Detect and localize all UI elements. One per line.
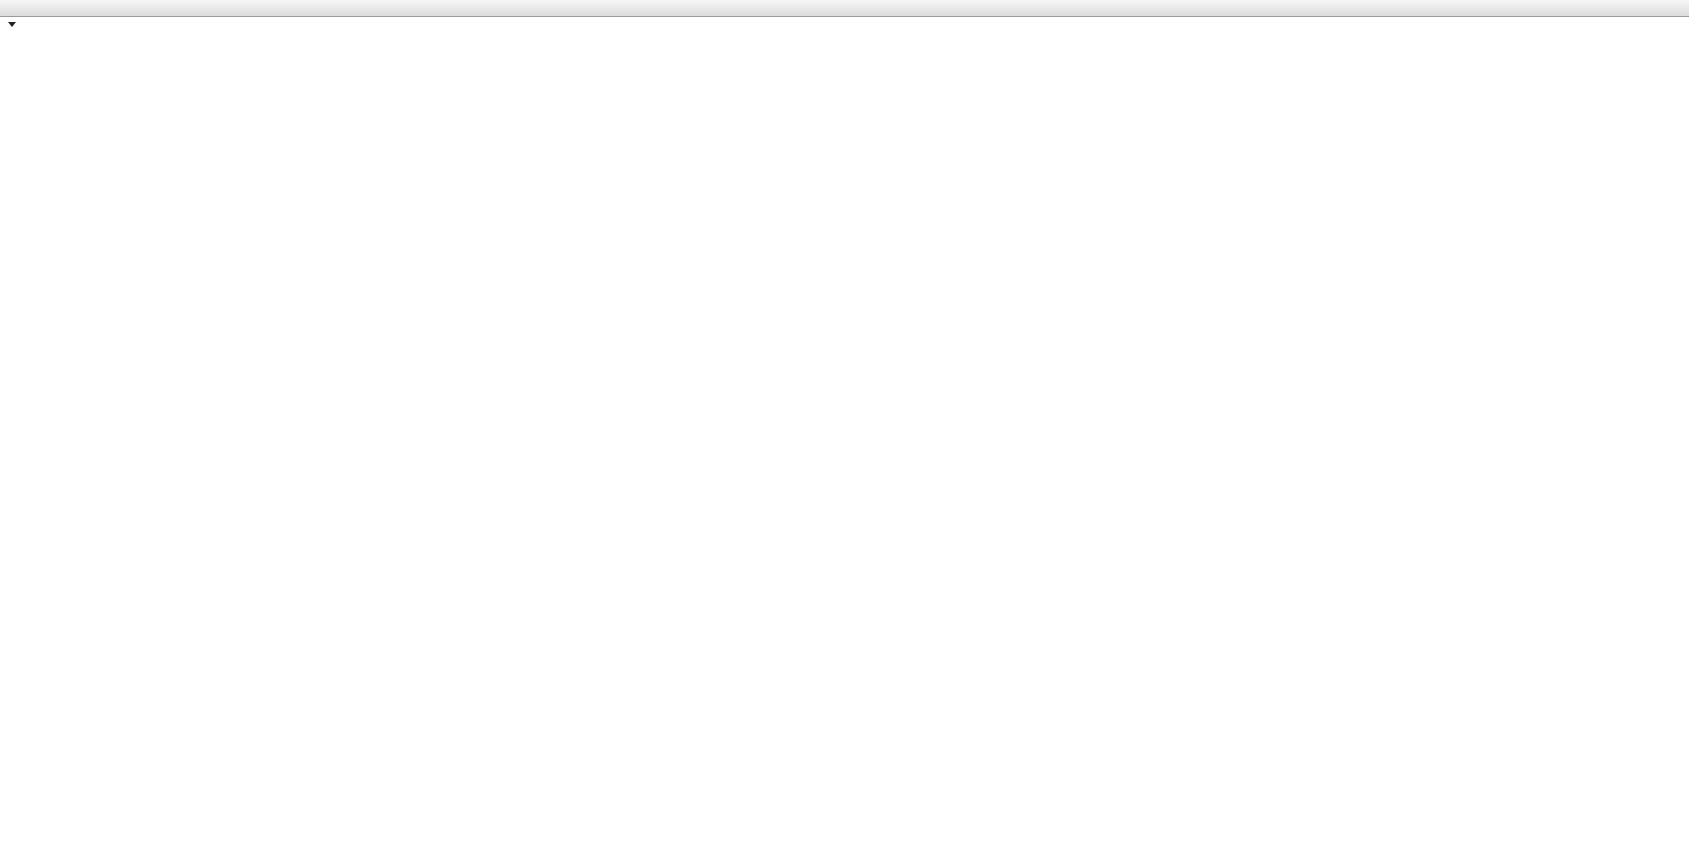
- chart-title: [8, 22, 28, 27]
- chart-window[interactable]: [0, 17, 1689, 862]
- chart-canvas[interactable]: [0, 17, 1689, 862]
- symbol-dropdown-icon[interactable]: [8, 22, 16, 27]
- toolbar: [0, 0, 1689, 17]
